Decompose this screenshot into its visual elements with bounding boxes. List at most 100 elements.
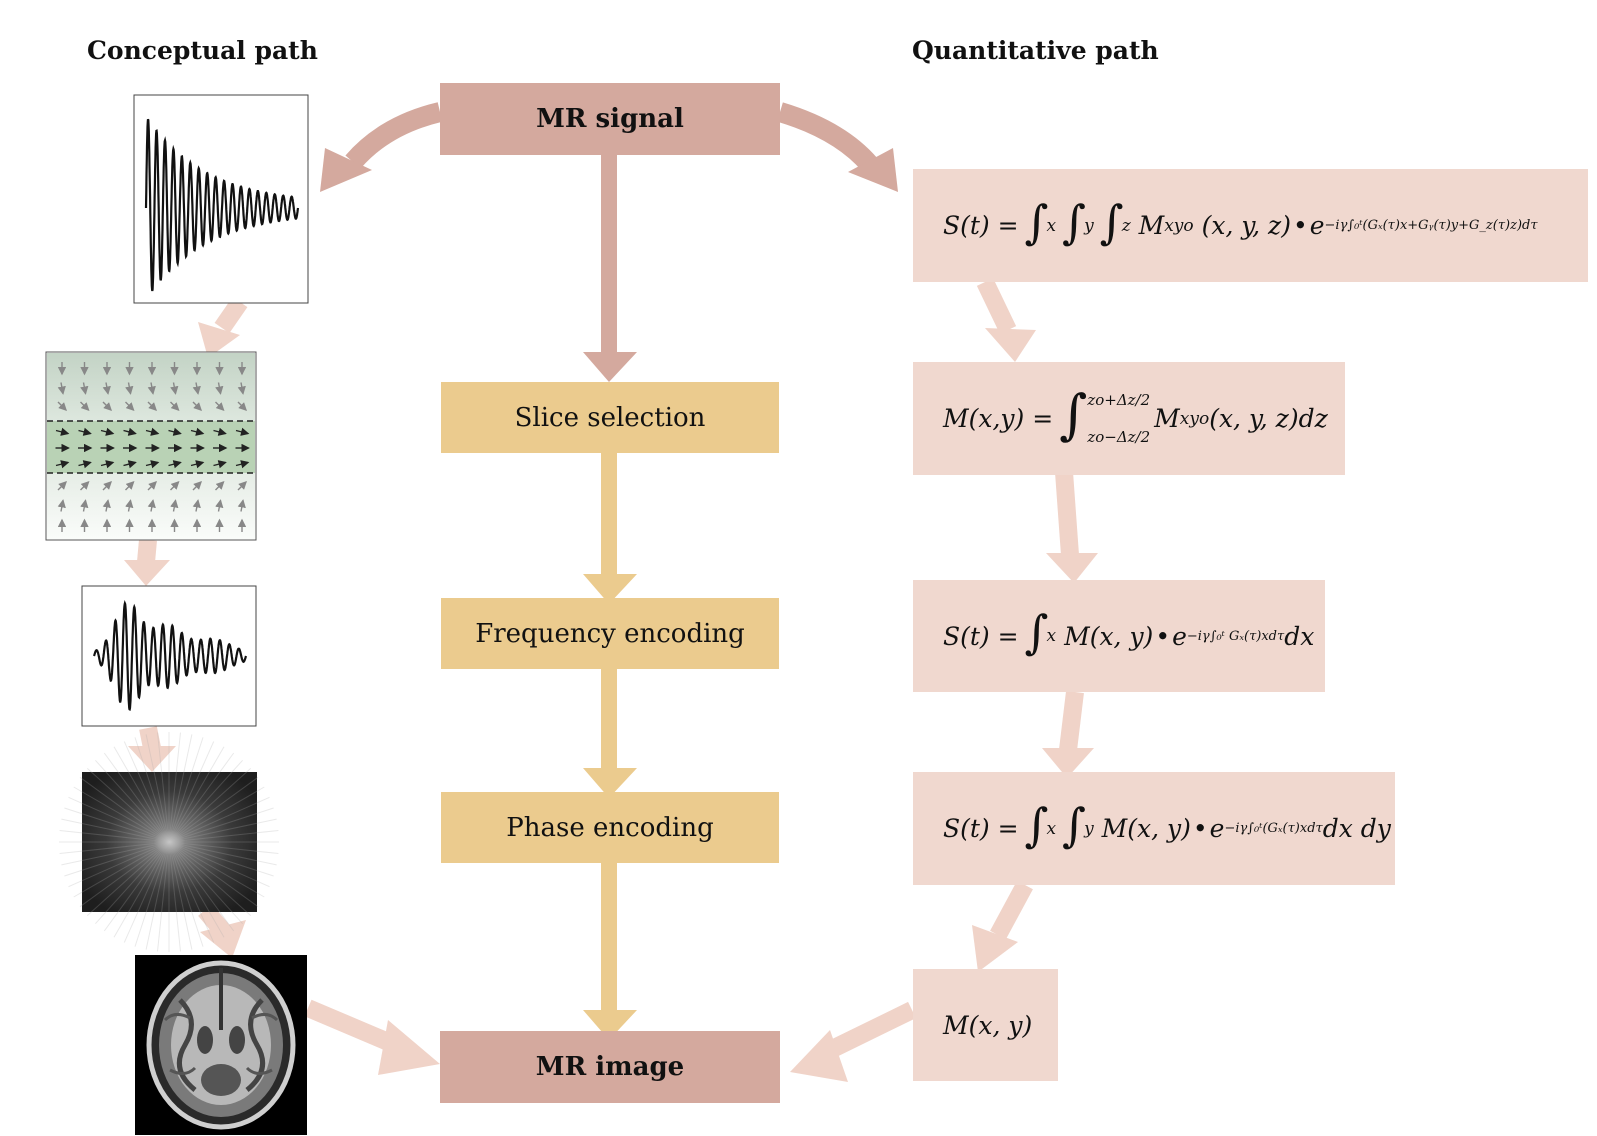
k-space-ray: [168, 841, 204, 947]
quantitative-arrow-3: [1042, 690, 1094, 778]
spin-vector: [237, 481, 247, 491]
spin-vector: [78, 427, 92, 436]
eq1-args: (x, y, z): [1201, 211, 1291, 240]
k-space-ray: [145, 734, 170, 843]
k-space-ray: [79, 841, 170, 908]
k-space-ray: [134, 737, 170, 843]
k-space-ray: [157, 841, 170, 952]
spin-vector: [123, 427, 137, 436]
spin-vector: [125, 382, 134, 395]
k-space-ray: [68, 796, 170, 843]
spin-vector: [80, 499, 89, 512]
conceptual-arrow-4: [198, 904, 246, 958]
spin-vector: [190, 460, 205, 469]
eq4-exponent: −iγ∫₀ᵗ(Gₓ(τ)xdτ: [1224, 821, 1323, 836]
dot-operator: •: [1192, 814, 1208, 843]
spin-vector: [57, 382, 66, 395]
eq2-body-sub: xyo: [1179, 408, 1210, 429]
spin-vector: [168, 427, 182, 436]
spin-vector: [147, 499, 156, 512]
k-space-ray: [113, 746, 170, 843]
k-space-ray: [64, 841, 170, 877]
k-space-ray: [73, 841, 170, 898]
spin-vector: [192, 481, 202, 491]
quantitative-arrow-1: [976, 278, 1036, 362]
k-space-ray: [103, 752, 170, 843]
k-space-ray: [145, 841, 170, 950]
spin-vector: [213, 427, 227, 436]
spin-vector: [80, 401, 90, 411]
eq1-body: M: [1138, 211, 1165, 240]
eq1-lhs: S(t) =: [943, 211, 1019, 240]
eq4-sub-y: y: [1084, 818, 1094, 839]
conceptual-arrow-2: [124, 539, 170, 586]
spin-vector: [235, 427, 250, 436]
slice-selection-box: Slice selection: [441, 382, 779, 453]
k-space-ray: [168, 841, 181, 952]
eq4-exp-base: e: [1209, 814, 1225, 843]
k-space-ray: [59, 830, 170, 843]
phase-equation: S(t) = ∫ x ∫ y M(x, y) • e −iγ∫₀ᵗ(Gₓ(τ)xdτ dx…: [943, 802, 1391, 852]
eq4-lhs: S(t) =: [943, 814, 1019, 843]
spin-vector: [123, 460, 137, 469]
k-space-ray: [79, 776, 170, 843]
image-equation-box: M(x, y): [913, 969, 1058, 1081]
eq3-sub-x: x: [1046, 626, 1057, 646]
eq1-exp-base: e: [1309, 211, 1325, 240]
spin-vector: [145, 460, 160, 469]
center-arrow-frequency-to-phase: [583, 668, 637, 798]
k-space-ray: [157, 732, 170, 843]
k-space-ray: [168, 807, 274, 843]
k-space-ray: [168, 796, 270, 843]
k-space-ray: [168, 752, 235, 843]
k-space-ray: [168, 841, 279, 854]
spin-vector: [55, 460, 70, 469]
spin-vector: [190, 427, 205, 436]
eq1-sub-z: z: [1121, 215, 1131, 236]
k-space-ray: [168, 830, 279, 843]
conceptual-arrow-1: [198, 296, 248, 358]
center-arrow-phase-to-image: [583, 863, 637, 1040]
eq2-upper-limit: zo+Δz/2: [1087, 391, 1151, 409]
brain-mri-icon: [135, 955, 307, 1135]
k-space-ray: [103, 841, 170, 932]
echo-signal-icon: [81, 585, 257, 727]
phase-equation-box: S(t) = ∫ x ∫ y M(x, y) • e −iγ∫₀ᵗ(Gₓ(τ)xdτ dx…: [913, 772, 1395, 885]
spin-vector: [57, 401, 67, 411]
k-space-ray: [168, 841, 235, 932]
conceptual-arrow-5: [304, 999, 440, 1075]
eq4-tail: dx dy: [1322, 814, 1391, 843]
spin-vector: [145, 427, 160, 436]
spin-vector: [237, 382, 246, 395]
spin-vector: [170, 382, 179, 395]
spin-vector: [78, 460, 92, 469]
phase-encoding-box: Phase encoding: [441, 792, 779, 863]
spin-vector: [192, 401, 202, 411]
k-space-ray: [168, 768, 252, 843]
k-space-ray: [73, 786, 170, 843]
k-space-ray: [61, 841, 170, 866]
curved-arrow-signal-to-quantitative: [777, 102, 898, 192]
quantitative-arrow-5: [790, 1001, 916, 1082]
eq4-sub-x: x: [1046, 818, 1057, 839]
spin-vector: [170, 401, 180, 411]
k-space-ray: [168, 734, 193, 843]
k-space-ray: [168, 841, 270, 888]
k-space-ray: [168, 841, 193, 950]
spin-vector: [55, 427, 70, 436]
eq1-sub-y: y: [1084, 215, 1094, 236]
image-equation: M(x, y): [943, 1010, 1033, 1040]
k-space-ray: [168, 841, 252, 916]
k-space-ray: [168, 841, 274, 877]
k-space-ray: [168, 741, 215, 843]
quantitative-arrow-4: [972, 880, 1033, 972]
spin-vector: [57, 499, 66, 512]
spin-vector: [192, 499, 201, 512]
spin-vector: [125, 481, 135, 491]
eq2-body: M: [1154, 404, 1180, 433]
eq2-lower-limit: zo−Δz/2: [1087, 427, 1151, 446]
integral-y: ∫: [1062, 797, 1087, 852]
k-space-ray: [86, 768, 170, 843]
integral-limits: zo+Δz/2 zo−Δz/2: [1087, 392, 1150, 445]
